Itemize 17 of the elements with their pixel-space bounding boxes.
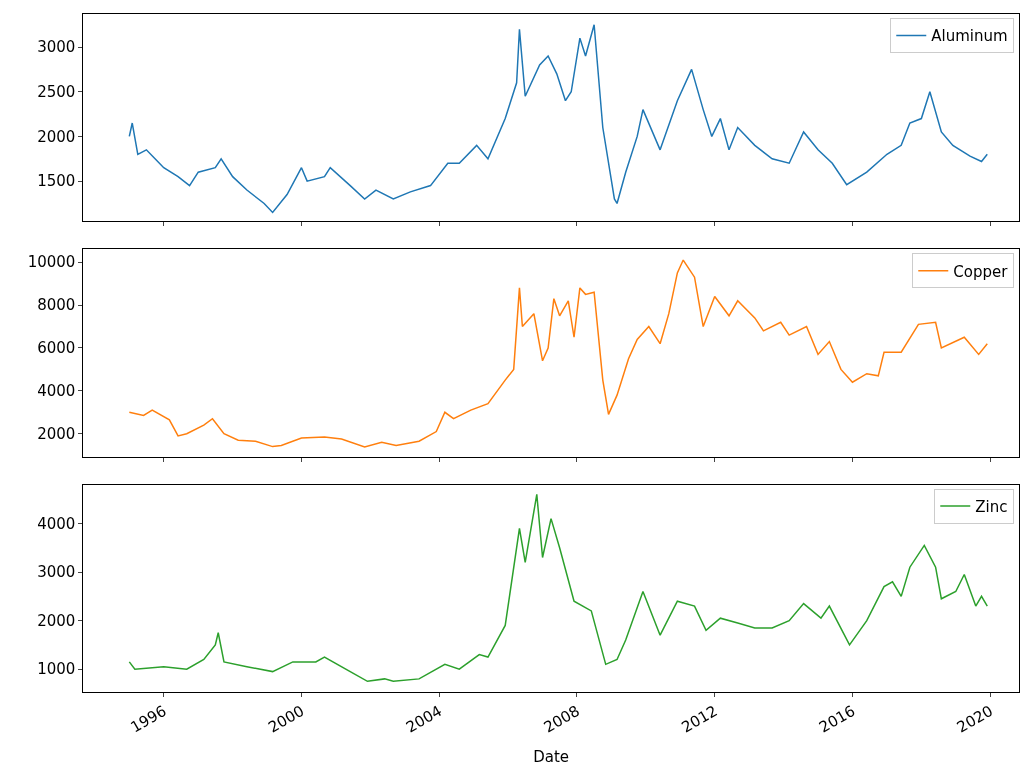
y-tick-label: 3000 — [37, 38, 76, 57]
y-tick-label: 10000 — [27, 253, 76, 272]
y-tick-label: 2000 — [37, 127, 76, 146]
legend-label: Copper — [953, 262, 1009, 281]
y-tick-label: 4000 — [37, 514, 76, 533]
y-tick-label: 2000 — [37, 611, 76, 630]
legend-label: Zinc — [975, 497, 1008, 516]
y-tick-label: 4000 — [37, 382, 76, 401]
x-axis-title: Date — [533, 747, 570, 766]
y-tick-label: 1000 — [37, 660, 76, 679]
y-tick-label: 1500 — [37, 172, 76, 191]
y-tick-label: 3000 — [37, 563, 76, 582]
y-tick-label: 8000 — [37, 296, 76, 315]
y-tick-label: 6000 — [37, 339, 76, 358]
y-tick-label: 2500 — [37, 83, 76, 101]
y-tick-label: 2000 — [37, 424, 76, 443]
legend-label: Aluminum — [931, 27, 1008, 46]
